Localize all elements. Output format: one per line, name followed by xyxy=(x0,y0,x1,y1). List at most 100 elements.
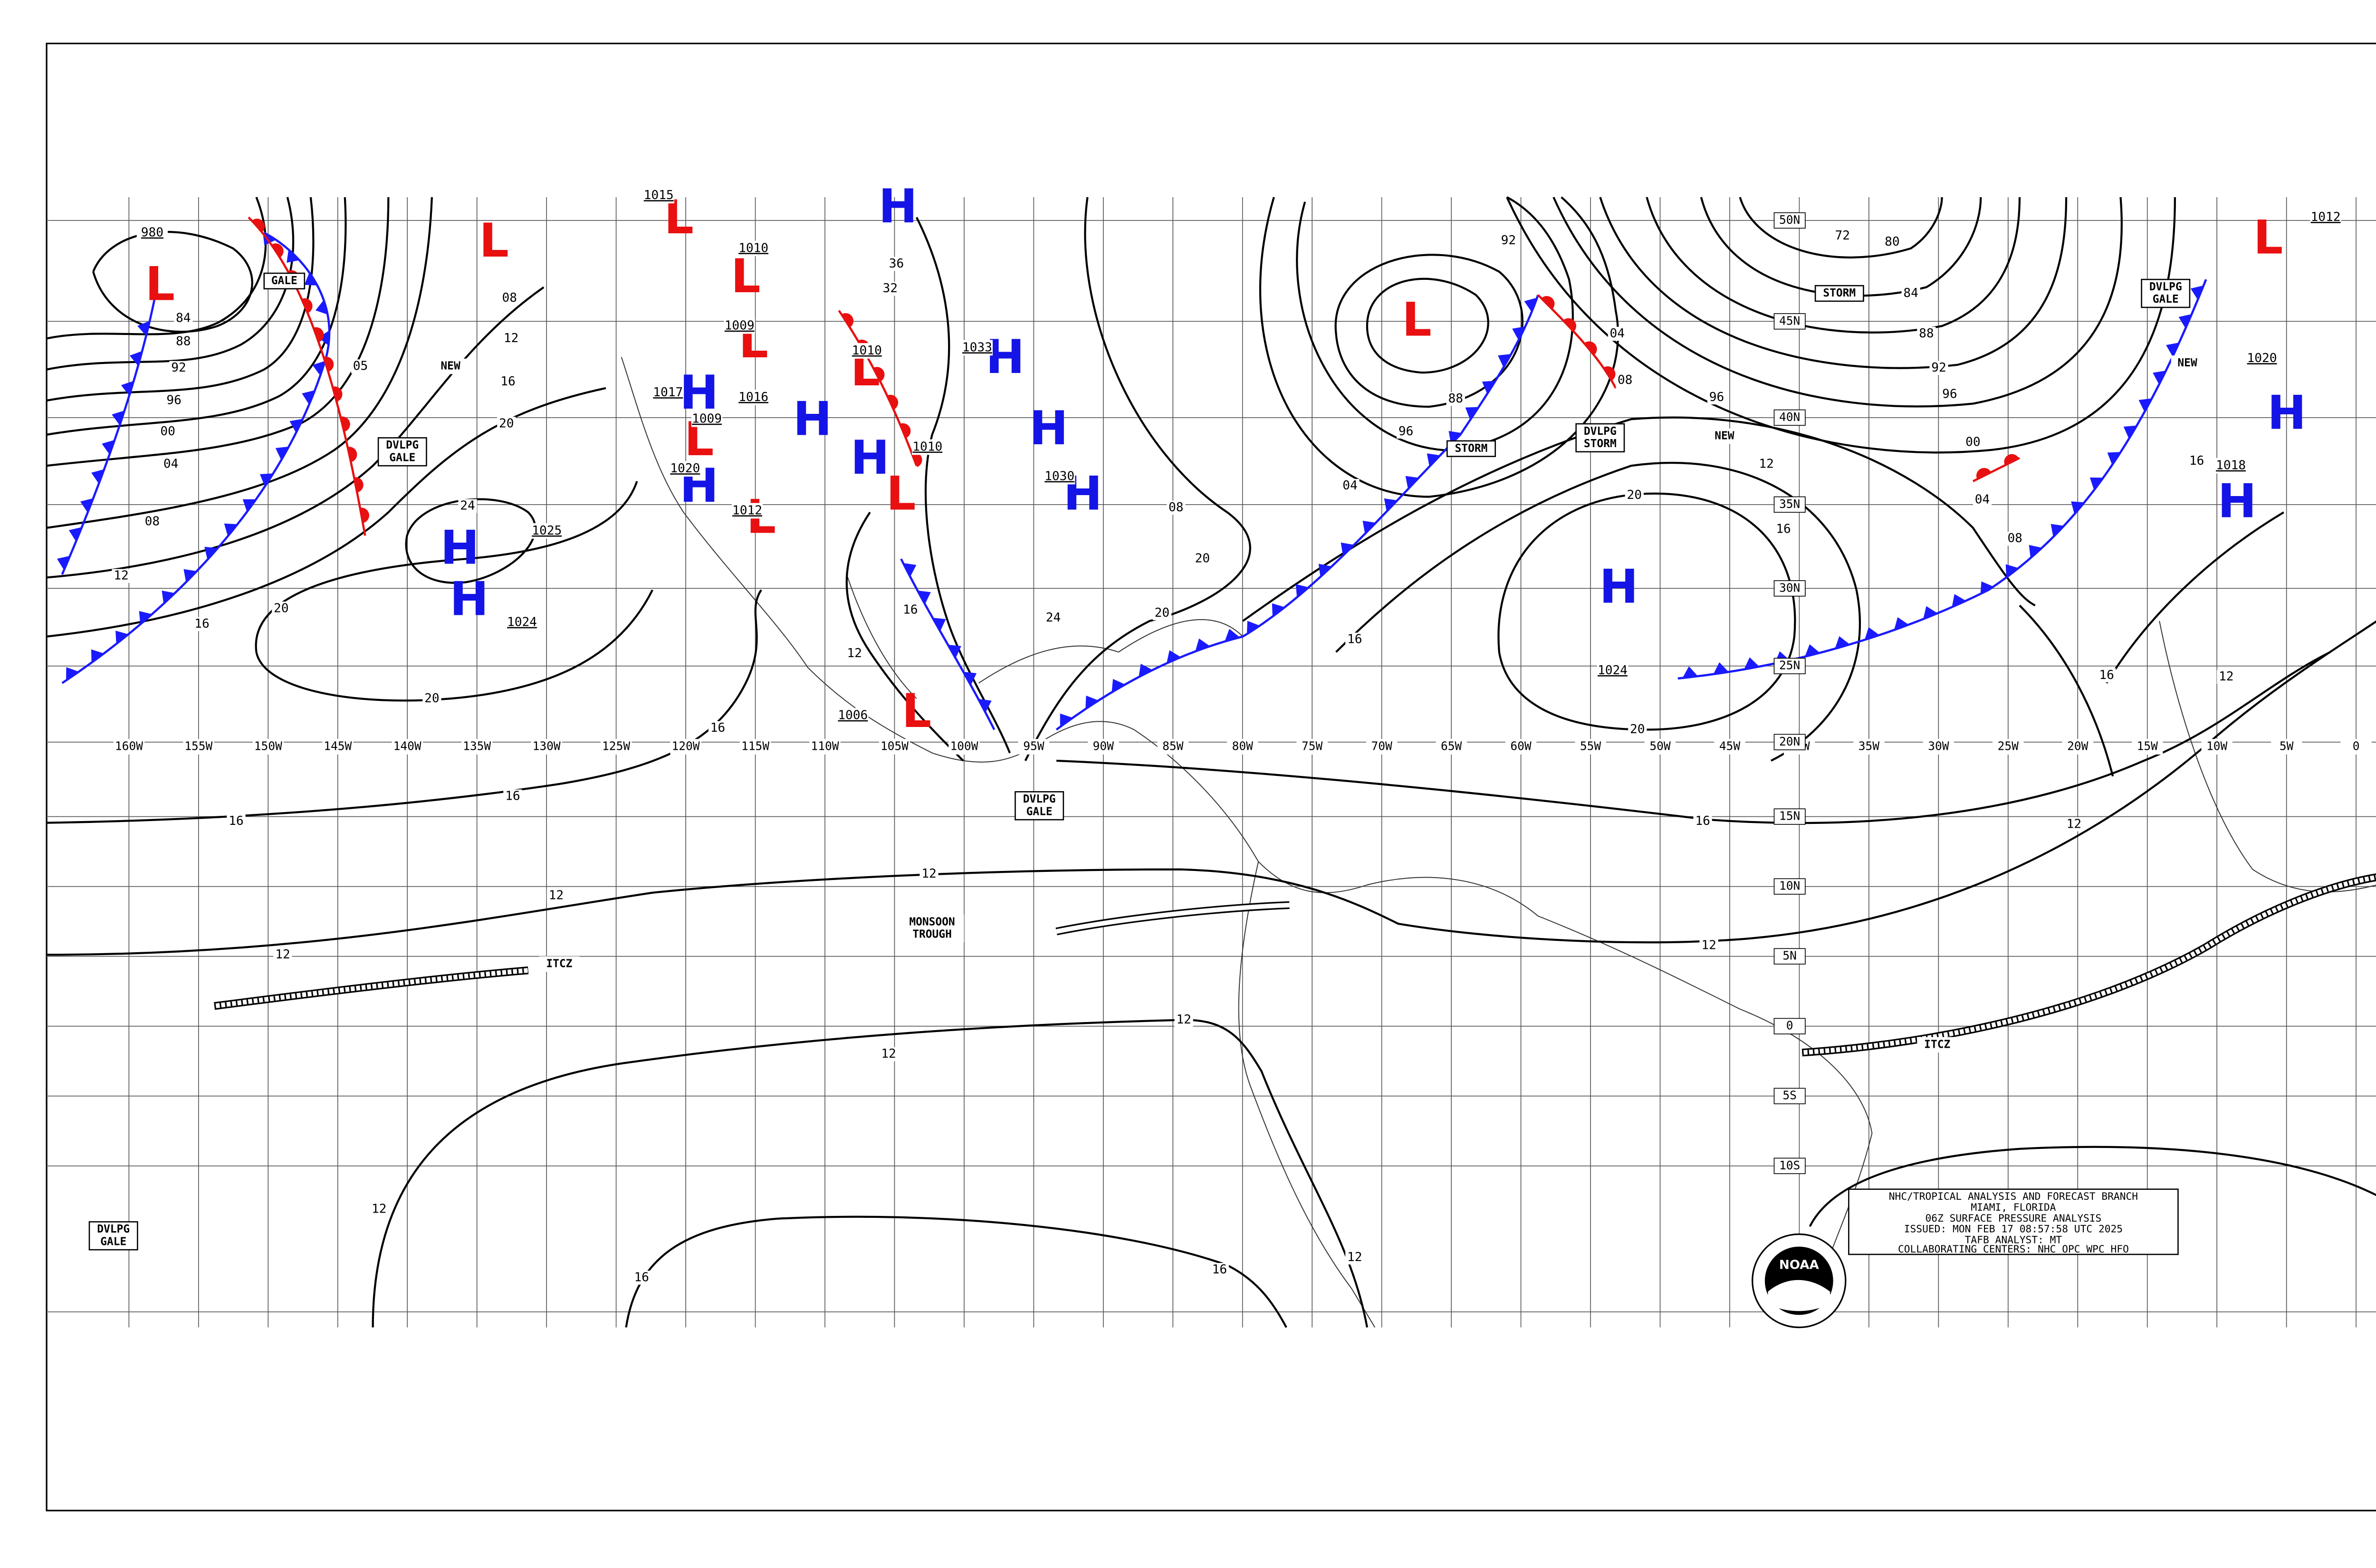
isobar xyxy=(1497,492,1796,731)
label-bg xyxy=(851,343,882,359)
high-letter: H xyxy=(2218,475,2257,529)
isobar xyxy=(915,217,1011,754)
low-pressure: 1010 xyxy=(738,241,768,255)
high-pressure: 1017 xyxy=(653,385,683,400)
lon-label: 85W xyxy=(1162,739,1184,753)
isobar xyxy=(1259,196,1619,498)
isobar-label: 36 xyxy=(889,257,904,271)
label-bg xyxy=(691,411,723,427)
coastline xyxy=(621,357,1873,1328)
warm-front xyxy=(248,216,366,536)
label-bg xyxy=(1366,739,1398,755)
low-letter: L xyxy=(902,684,931,738)
warm-front-symbol xyxy=(911,452,922,468)
label-bg xyxy=(546,889,565,903)
label-bg xyxy=(2215,458,2247,474)
annotation: GALE xyxy=(1026,805,1053,818)
isobar xyxy=(46,197,433,529)
low-letter: L xyxy=(2253,210,2283,265)
isobar-label: 04 xyxy=(1342,478,1357,493)
lon-label: 75W xyxy=(1302,739,1323,753)
isobar-label: 20 xyxy=(499,416,514,430)
isobar-label: 04 xyxy=(1975,493,1990,507)
annotation-box xyxy=(88,1221,138,1251)
lat-label: 0 xyxy=(1786,1019,1793,1033)
lon-label: 65W xyxy=(1441,739,1462,753)
warm-front-symbol xyxy=(887,394,899,410)
label-bg xyxy=(961,340,993,356)
label-bg xyxy=(113,739,145,755)
isobar-label: 16 xyxy=(1212,1262,1227,1277)
low-pressure: 1012 xyxy=(732,503,762,517)
isobar xyxy=(845,512,964,762)
lat-label: 5N xyxy=(1782,949,1797,963)
cold-front-symbol xyxy=(1682,666,1698,678)
isobar-label: 12 xyxy=(847,646,862,660)
warm-front-symbol xyxy=(900,423,911,439)
isobar-label: 08 xyxy=(502,291,517,305)
label-bg xyxy=(2132,739,2163,755)
isobar-label: 96 xyxy=(1399,424,1413,439)
label-bg xyxy=(708,721,727,736)
logo-text: NOAA xyxy=(1779,1258,1820,1272)
cold-front-symbol xyxy=(917,590,931,604)
label-bg xyxy=(1341,478,1360,493)
title-line: MIAMI, FLORIDA xyxy=(1971,1202,2056,1214)
high-letter: H xyxy=(680,366,719,420)
annotation: GALE xyxy=(2153,293,2179,306)
lon-label: 5W xyxy=(2280,739,2294,753)
warm-front-symbol xyxy=(1976,468,1991,479)
label-bg xyxy=(2062,739,2093,755)
cold-front-symbol xyxy=(1923,606,1938,620)
isobar xyxy=(1024,197,1251,761)
cold-front-symbol xyxy=(2050,524,2064,537)
cold-front-symbol xyxy=(1512,326,1525,341)
cold-front-symbol xyxy=(1980,581,1994,595)
cold-front-symbol xyxy=(1272,603,1285,617)
label-bg xyxy=(879,739,910,755)
label-bg xyxy=(1608,326,1627,341)
label-bg xyxy=(1714,739,1745,755)
label-bg xyxy=(351,359,370,373)
isobar-label: 84 xyxy=(176,311,191,325)
cold-front-symbol xyxy=(1894,617,1909,630)
itcz-band xyxy=(1801,875,2376,1055)
label-bg xyxy=(1917,326,1936,341)
label-bg xyxy=(498,375,517,389)
isobar-label: 20 xyxy=(424,691,439,706)
cold-front-symbol xyxy=(1952,594,1966,607)
lon-label: 25W xyxy=(1998,739,2019,753)
low-pressure: 1010 xyxy=(852,344,882,358)
label-bg xyxy=(2310,210,2341,225)
cold-front-symbol xyxy=(903,563,917,577)
annotation: NEW xyxy=(1715,430,1734,442)
high-pressure: 1030 xyxy=(1044,469,1074,484)
label-bg xyxy=(1699,938,1718,953)
cold-front-symbol xyxy=(963,671,977,686)
lon-label: 60W xyxy=(1510,739,1532,753)
warm-front-symbol xyxy=(347,447,357,462)
cold-front xyxy=(900,558,996,730)
label-bg xyxy=(845,646,864,661)
warm-front-symbol xyxy=(252,219,265,232)
label-bg xyxy=(809,739,841,755)
lat-label: 35N xyxy=(1779,497,1800,511)
itcz-band xyxy=(214,968,528,1009)
isobar-label: 08 xyxy=(2007,531,2022,545)
label-bg xyxy=(1774,522,1793,536)
label-bg xyxy=(1773,1157,1806,1174)
noaa-logo: NOAA xyxy=(1752,1233,1847,1329)
low-pressure: 1015 xyxy=(644,188,674,202)
warm-front-symbol xyxy=(354,477,364,493)
label-bg xyxy=(1227,739,1258,755)
cold-front-symbol xyxy=(2190,285,2204,300)
label-bg xyxy=(1773,808,1806,825)
cold-front-symbol xyxy=(1498,354,1512,368)
label-bg xyxy=(169,361,188,375)
label-bg xyxy=(652,385,684,401)
cold-front-symbol xyxy=(287,249,300,263)
warm-front-symbol xyxy=(1563,318,1576,332)
high-letter: H xyxy=(793,392,832,447)
cold-front-symbol xyxy=(2071,501,2085,515)
label-bg xyxy=(1773,580,1806,597)
